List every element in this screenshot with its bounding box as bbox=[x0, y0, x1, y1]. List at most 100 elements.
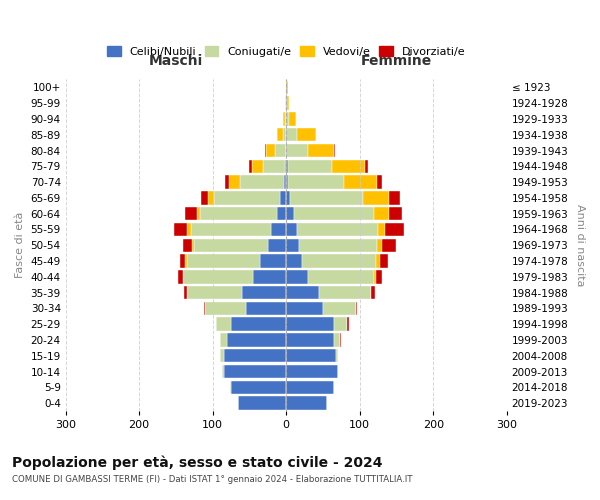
Bar bbox=[285, 112, 286, 126]
Bar bbox=[286, 160, 287, 173]
Bar bbox=[286, 207, 293, 220]
Bar bbox=[187, 254, 260, 268]
Bar bbox=[187, 286, 242, 300]
Bar bbox=[184, 286, 187, 300]
Bar bbox=[334, 144, 335, 157]
Bar bbox=[286, 144, 308, 157]
Bar bbox=[286, 80, 287, 94]
Bar bbox=[344, 176, 377, 189]
Bar bbox=[286, 396, 326, 410]
Legend: Celibi/Nubili, Coniugati/e, Vedovi/e, Divorziati/e: Celibi/Nubili, Coniugati/e, Vedovi/e, Di… bbox=[103, 42, 469, 62]
Text: Maschi: Maschi bbox=[149, 54, 203, 68]
Bar bbox=[286, 222, 297, 236]
Y-axis label: Fasce di età: Fasce di età bbox=[15, 212, 25, 278]
Bar bbox=[260, 254, 286, 268]
Bar bbox=[356, 302, 358, 315]
Bar bbox=[231, 318, 286, 331]
Bar bbox=[286, 128, 297, 141]
Bar bbox=[182, 270, 183, 283]
Bar bbox=[374, 207, 389, 220]
Bar bbox=[230, 380, 231, 394]
Bar bbox=[285, 160, 286, 173]
Bar bbox=[286, 96, 287, 110]
Bar bbox=[286, 286, 319, 300]
Bar bbox=[285, 96, 286, 110]
Bar bbox=[238, 396, 286, 410]
Bar bbox=[224, 365, 286, 378]
Bar bbox=[240, 176, 284, 189]
Bar bbox=[378, 222, 385, 236]
Bar bbox=[286, 365, 338, 378]
Bar bbox=[204, 302, 205, 315]
Bar bbox=[287, 160, 332, 173]
Bar bbox=[224, 349, 286, 362]
Bar bbox=[225, 176, 229, 189]
Bar bbox=[332, 160, 365, 173]
Bar bbox=[214, 191, 280, 204]
Bar bbox=[275, 144, 286, 157]
Bar bbox=[222, 365, 224, 378]
Bar bbox=[286, 238, 299, 252]
Bar bbox=[371, 286, 375, 300]
Bar bbox=[229, 176, 240, 189]
Bar bbox=[286, 176, 289, 189]
Bar bbox=[389, 191, 400, 204]
Bar bbox=[174, 222, 187, 236]
Bar bbox=[185, 207, 197, 220]
Bar bbox=[192, 238, 194, 252]
Bar bbox=[246, 302, 286, 315]
Bar bbox=[231, 380, 286, 394]
Bar bbox=[286, 349, 336, 362]
Bar bbox=[217, 318, 231, 331]
Bar bbox=[374, 270, 376, 283]
Bar bbox=[377, 176, 382, 189]
Bar bbox=[283, 128, 286, 141]
Bar bbox=[185, 254, 187, 268]
Bar bbox=[200, 207, 277, 220]
Bar bbox=[250, 160, 251, 173]
Bar bbox=[201, 191, 208, 204]
Bar bbox=[187, 222, 191, 236]
Bar bbox=[382, 238, 396, 252]
Bar bbox=[297, 222, 378, 236]
Bar bbox=[277, 207, 286, 220]
Bar bbox=[286, 318, 334, 331]
Bar bbox=[266, 144, 275, 157]
Bar bbox=[183, 238, 192, 252]
Bar bbox=[191, 222, 271, 236]
Bar bbox=[385, 222, 404, 236]
Bar bbox=[220, 349, 224, 362]
Bar bbox=[297, 128, 316, 141]
Bar bbox=[227, 333, 286, 346]
Text: Popolazione per età, sesso e stato civile - 2024: Popolazione per età, sesso e stato civil… bbox=[12, 455, 383, 469]
Bar bbox=[289, 112, 296, 126]
Bar bbox=[284, 176, 286, 189]
Bar bbox=[289, 176, 344, 189]
Bar bbox=[215, 318, 217, 331]
Bar bbox=[253, 270, 286, 283]
Bar bbox=[308, 144, 334, 157]
Bar bbox=[277, 128, 283, 141]
Bar bbox=[286, 254, 302, 268]
Bar bbox=[323, 302, 356, 315]
Bar bbox=[283, 112, 285, 126]
Bar bbox=[178, 270, 182, 283]
Bar bbox=[308, 270, 374, 283]
Bar bbox=[287, 96, 289, 110]
Bar bbox=[205, 302, 246, 315]
Bar bbox=[286, 270, 308, 283]
Bar bbox=[183, 270, 253, 283]
Bar bbox=[334, 318, 347, 331]
Bar bbox=[340, 333, 341, 346]
Bar bbox=[319, 286, 371, 300]
Bar bbox=[302, 254, 376, 268]
Bar bbox=[290, 191, 364, 204]
Text: COMUNE DI GAMBASSI TERME (FI) - Dati ISTAT 1° gennaio 2024 - Elaborazione TUTTIT: COMUNE DI GAMBASSI TERME (FI) - Dati IST… bbox=[12, 475, 413, 484]
Bar bbox=[380, 254, 388, 268]
Bar bbox=[286, 380, 334, 394]
Bar bbox=[280, 191, 286, 204]
Bar bbox=[389, 207, 403, 220]
Bar bbox=[271, 222, 286, 236]
Bar bbox=[286, 112, 289, 126]
Bar bbox=[242, 286, 286, 300]
